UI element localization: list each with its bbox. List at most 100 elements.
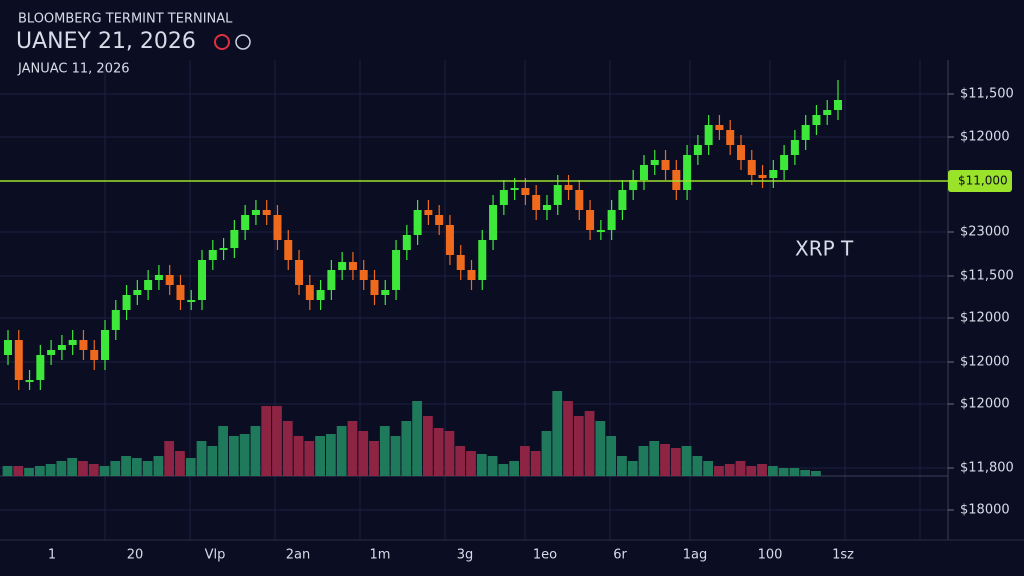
volume-bar	[45, 464, 56, 476]
candle-body	[348, 262, 357, 270]
candle-body	[467, 270, 476, 280]
candle-body	[101, 330, 110, 360]
volume-bar	[13, 466, 24, 476]
volume-bar	[563, 401, 573, 476]
candle-body	[575, 190, 584, 210]
icon	[214, 34, 230, 50]
candle-body	[68, 340, 77, 345]
x-tick-label: 2an	[286, 548, 310, 563]
volume-bar	[476, 454, 487, 476]
volume-bar	[282, 421, 293, 476]
candle-body	[208, 250, 217, 260]
candle-body	[251, 210, 260, 215]
volume-bar	[142, 461, 153, 476]
candle-body	[305, 285, 314, 300]
volume-bar	[325, 434, 336, 476]
annotation: XRP T	[795, 237, 854, 261]
candle-body	[381, 290, 390, 295]
x-tick-label: 1sz	[832, 548, 854, 563]
candle-body	[262, 210, 271, 215]
volume-bar	[347, 421, 358, 476]
volume-bar	[56, 461, 67, 476]
candle-body	[295, 260, 304, 285]
candle-body	[499, 190, 508, 205]
volume-bar	[487, 456, 498, 476]
volume-bar	[207, 446, 218, 476]
volume-bar	[121, 456, 131, 476]
volume-bar	[789, 468, 800, 476]
x-tick-label: 20	[127, 548, 144, 563]
volume-bar	[670, 448, 681, 476]
volume-bar	[520, 446, 530, 476]
volume-bar	[595, 421, 606, 476]
candle-body	[284, 240, 293, 260]
candle-body	[542, 205, 551, 210]
candle-body	[758, 175, 767, 178]
x-tick-label: 1ag	[683, 548, 708, 563]
volume-bar	[800, 470, 811, 476]
volume-bar	[509, 461, 520, 476]
volume-bar	[24, 468, 34, 476]
volume-bar	[530, 451, 541, 476]
volume-bar	[261, 406, 272, 476]
candle-body	[90, 350, 99, 360]
candle-body	[586, 210, 595, 230]
volume-bar	[573, 416, 584, 476]
volume-bar	[131, 458, 142, 476]
candle-body	[79, 340, 88, 350]
volume-bar	[412, 401, 422, 476]
candle-body	[704, 125, 713, 145]
candle-body	[176, 285, 185, 300]
candle-body	[683, 155, 692, 190]
volume-bar	[228, 436, 239, 476]
volume-bar	[638, 446, 649, 476]
level-label: $11,000	[958, 174, 1008, 188]
volume-bar	[423, 416, 433, 476]
candle-body	[316, 290, 325, 300]
candle-body	[639, 165, 648, 180]
candle-body	[834, 100, 842, 110]
candle-body	[273, 215, 282, 240]
volume-bar	[196, 441, 207, 476]
icon	[235, 34, 251, 50]
candle-body	[370, 280, 379, 295]
candle-body	[564, 185, 573, 190]
candle-body	[359, 270, 368, 280]
candle-body	[823, 110, 832, 115]
candle-body	[402, 235, 411, 250]
volume-bar	[2, 466, 13, 476]
candle-body	[747, 160, 756, 175]
candle-body	[618, 190, 627, 210]
candle-body	[596, 230, 605, 232]
volume-bar	[239, 434, 250, 476]
candle-body	[435, 215, 444, 225]
volume-bar	[498, 464, 509, 476]
candle-body	[780, 155, 789, 170]
candle-body	[661, 160, 670, 170]
volume-bar	[584, 411, 595, 476]
volume-bar	[164, 441, 175, 476]
volume-bar	[110, 461, 121, 476]
candle-body	[672, 170, 681, 190]
candle-body	[650, 160, 659, 165]
volume-bar	[606, 436, 617, 476]
x-tick-label: 6r	[613, 548, 627, 563]
candle-body	[219, 248, 228, 250]
candle-body	[47, 350, 56, 355]
candle-body	[478, 240, 487, 280]
candle-body	[607, 210, 616, 230]
volume-bar	[379, 426, 390, 476]
candle-body	[241, 215, 250, 230]
volume-bar	[617, 456, 627, 476]
volume-bar	[811, 471, 821, 476]
volume-bar	[358, 431, 369, 476]
candle-body	[187, 300, 196, 302]
volume-bar	[627, 461, 638, 476]
volume-bar	[185, 458, 196, 476]
candle-body	[510, 188, 519, 190]
volume-bar	[78, 461, 88, 476]
candle-body	[812, 115, 821, 125]
volume-bar	[175, 451, 185, 476]
chart-subtitle: JANUAC 11, 2026	[17, 62, 130, 77]
